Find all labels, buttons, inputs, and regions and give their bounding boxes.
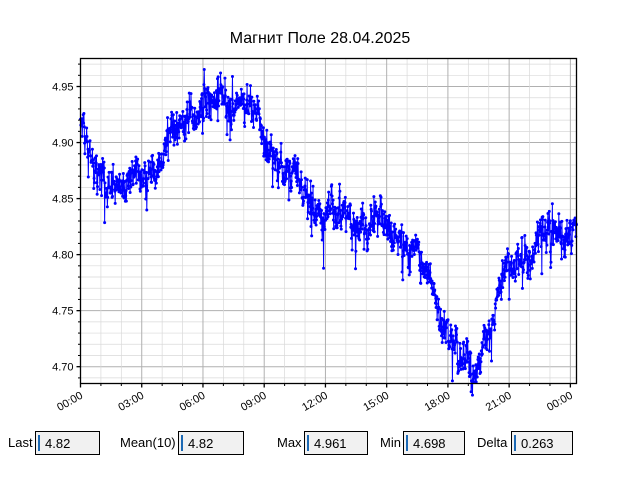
svg-text:12:00: 12:00 (300, 390, 330, 414)
svg-text:4.90: 4.90 (52, 138, 73, 150)
svg-text:09:00: 09:00 (239, 390, 269, 414)
svg-text:4.80: 4.80 (52, 250, 73, 262)
svg-text:03:00: 03:00 (116, 390, 146, 414)
svg-text:06:00: 06:00 (178, 390, 208, 414)
svg-text:18:00: 18:00 (423, 390, 453, 414)
svg-text:4.85: 4.85 (52, 194, 73, 206)
svg-text:15:00: 15:00 (361, 390, 391, 414)
svg-text:00:00: 00:00 (55, 390, 85, 414)
svg-text:4.75: 4.75 (52, 306, 73, 318)
svg-text:00:00: 00:00 (545, 390, 575, 414)
svg-text:4.70: 4.70 (52, 362, 73, 374)
svg-text:21:00: 21:00 (484, 390, 514, 414)
svg-text:4.95: 4.95 (52, 82, 73, 94)
